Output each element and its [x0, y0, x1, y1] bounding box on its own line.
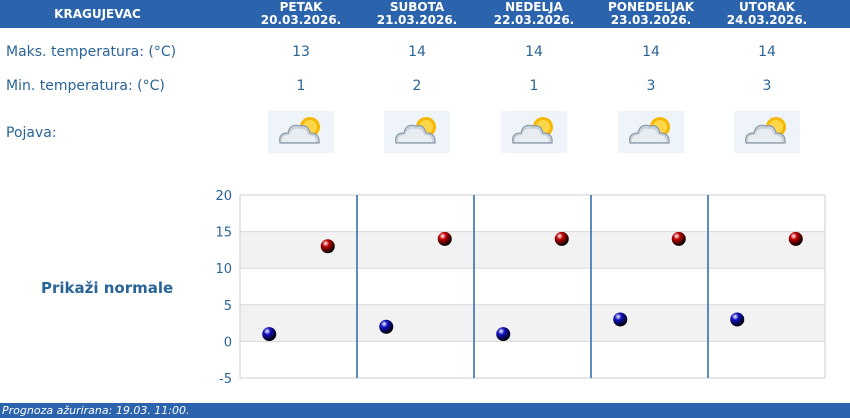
day-date: 24.03.2026. [726, 13, 808, 27]
max-temp-value: 14 [408, 44, 426, 60]
partly-cloudy-sun-icon [384, 111, 450, 153]
day-date: 23.03.2026. [610, 13, 692, 27]
y-tick-label: 15 [215, 226, 232, 241]
max-temp-point [320, 239, 335, 254]
partly-cloudy-sun-icon [268, 111, 334, 153]
max-temp-point [437, 231, 452, 246]
chart-frame [239, 194, 826, 379]
partly-cloudy-sun-icon [734, 111, 800, 153]
day-name: PONEDELJAK [607, 0, 695, 14]
min-temp-point [262, 327, 277, 342]
y-tick-label: 0 [224, 335, 232, 350]
y-tick-label: 10 [215, 262, 232, 277]
day-name: UTORAK [739, 0, 795, 14]
day-date: 22.03.2026. [493, 13, 575, 27]
max-temp-label: Maks. temperatura: (°C) [6, 44, 177, 60]
min-temp-value: 1 [529, 78, 539, 94]
y-tick-label: 5 [224, 299, 232, 314]
day-header-4: PONEDELJAK 23.03.2026. [593, 1, 709, 27]
phenomenon-label: Pojava: [6, 125, 57, 141]
max-temp-value: 13 [292, 44, 310, 60]
max-temp-value: 14 [525, 44, 543, 60]
temperature-chart: 20 15 10 5 0 -5 [215, 189, 826, 387]
max-temp-value: 14 [758, 44, 776, 60]
chart-band [240, 304, 825, 342]
city-name: KRAGUJEVAC [54, 7, 141, 21]
max-temp-point [554, 231, 569, 246]
min-temp-point [379, 319, 394, 334]
y-tick-label: 20 [215, 189, 232, 204]
y-tick-label: -5 [219, 372, 232, 387]
show-normals-button[interactable]: Prikaži normale [41, 279, 174, 297]
min-temp-point [730, 312, 745, 327]
day-header-5: UTORAK 24.03.2026. [709, 1, 825, 27]
day-name: PETAK [279, 0, 323, 14]
min-temp-value: 3 [762, 78, 772, 94]
min-temp-point [613, 312, 628, 327]
min-temp-value: 2 [412, 78, 422, 94]
min-temp-point [496, 327, 511, 342]
partly-cloudy-sun-icon [618, 111, 684, 153]
max-temp-value: 14 [642, 44, 660, 60]
partly-cloudy-sun-icon [501, 111, 567, 153]
forecast-updated: Prognoza ažurirana: 19.03. 11:00. [2, 404, 190, 417]
chart-band [240, 231, 825, 269]
day-name: SUBOTA [389, 0, 445, 14]
min-temp-value: 1 [296, 78, 306, 94]
footer-bar: Prognoza ažurirana: 19.03. 11:00. [0, 403, 850, 418]
forecast-header: KRAGUJEVAC PETAK 20.03.2026. SUBOTA 21.03.… [0, 0, 850, 28]
min-temp-value: 3 [646, 78, 656, 94]
day-date: 20.03.2026. [260, 13, 342, 27]
day-name: NEDELJA [505, 0, 563, 14]
max-temp-point [671, 231, 686, 246]
day-header-3: NEDELJA 22.03.2026. [476, 1, 592, 27]
day-date: 21.03.2026. [376, 13, 458, 27]
max-temp-point [788, 231, 803, 246]
day-header-1: PETAK 20.03.2026. [243, 1, 359, 27]
day-header-2: SUBOTA 21.03.2026. [359, 1, 475, 27]
min-temp-label: Min. temperatura: (°C) [6, 78, 165, 94]
